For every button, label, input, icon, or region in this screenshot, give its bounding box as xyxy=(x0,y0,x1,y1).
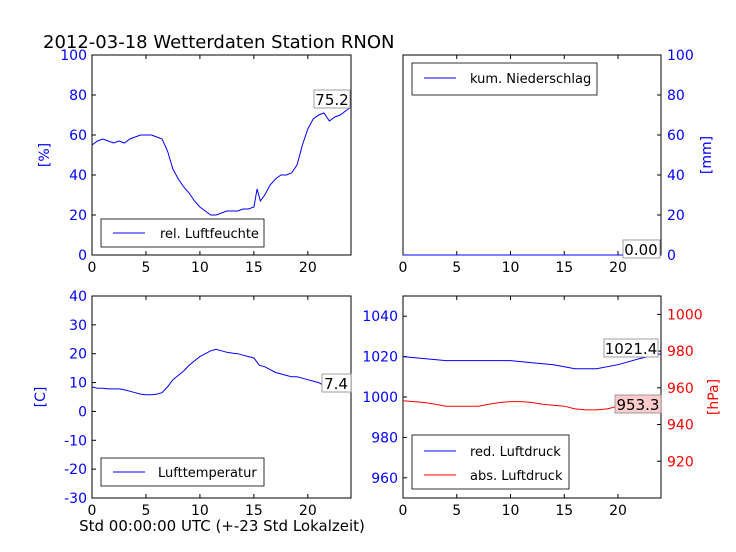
reduced-pressure-line xyxy=(402,353,662,370)
pressure-x-tick-label: 15 xyxy=(555,503,573,519)
temperature-x-tick-label: 15 xyxy=(245,503,263,519)
temperature-x-tick-label: 0 xyxy=(88,503,97,519)
humidity-y-tick-label: 40 xyxy=(69,168,87,184)
absolute-pressure-legend-label: abs. Luftdruck xyxy=(470,469,563,484)
temperature-legend-label: Lufttemperatur xyxy=(158,466,257,481)
pressure-y-tick-label: 1020 xyxy=(362,350,398,366)
precipitation-ticks: 0 5 10 15 20 0 20 40 60 80 100 xyxy=(399,48,694,276)
humidity-x-tick-label: 0 xyxy=(88,260,97,276)
precipitation-y-tick-label: 100 xyxy=(667,48,694,64)
humidity-plot-frame xyxy=(91,54,352,256)
humidity-ylabel: [%] xyxy=(37,143,53,167)
precipitation-value-box: 0.00 xyxy=(622,239,661,259)
temperature-x-tick-label: 20 xyxy=(299,503,317,519)
temperature-y-tick-label: -10 xyxy=(64,433,87,449)
precipitation-panel: 0 5 10 15 20 0 20 40 60 80 100 [mm] 0.00 kum. Nied… xyxy=(399,48,715,276)
pressure-ylabel: [hPa] xyxy=(706,379,722,415)
figure-title: 2012-03-18 Wetterdaten Station RNON xyxy=(43,32,394,53)
pressure-x-tick-label: 5 xyxy=(452,503,461,519)
temperature-value-label: 7.4 xyxy=(324,375,348,393)
pressure-legend: red. Luftdruck abs. Luftdruck xyxy=(411,434,570,490)
temperature-x-tick-label: 10 xyxy=(191,503,209,519)
absolute-pressure-value-label: 953.3 xyxy=(617,396,660,414)
temperature-y-tick-label: 30 xyxy=(69,318,87,334)
precipitation-y-tick-label: 60 xyxy=(667,128,685,144)
humidity-value-box: 75.2 xyxy=(313,89,351,109)
temperature-y-tick-label: 40 xyxy=(69,289,87,305)
precipitation-y-tick-label: 40 xyxy=(667,168,685,184)
precipitation-y-tick-label: 20 xyxy=(667,208,685,224)
pressure-panel: 0 5 10 15 20 960 980 1000 1020 1040 920 940 960 980 10… xyxy=(362,295,722,519)
precipitation-value-label: 0.00 xyxy=(624,241,657,259)
precipitation-x-tick-label: 20 xyxy=(609,260,627,276)
precipitation-x-tick-label: 0 xyxy=(399,260,408,276)
pressure-x-tick-label: 20 xyxy=(609,503,627,519)
humidity-y-tick-label: 0 xyxy=(78,248,87,264)
reduced-pressure-value-box: 1021.4 xyxy=(603,338,659,358)
pressure-y2-tick-label: 940 xyxy=(667,418,694,434)
reduced-pressure-value-label: 1021.4 xyxy=(605,340,658,358)
pressure-y2-tick-label: 1000 xyxy=(667,307,703,323)
temperature-ylabel: [C] xyxy=(33,387,49,408)
temperature-value-box: 7.4 xyxy=(321,373,352,393)
temperature-y-tick-label: -30 xyxy=(64,491,87,507)
pressure-x-tick-label: 10 xyxy=(502,503,520,519)
pressure-y-tick-label: 1040 xyxy=(362,309,398,325)
temperature-y-tick-label: -20 xyxy=(64,462,87,478)
pressure-y-tick-label: 1000 xyxy=(362,390,398,406)
pressure-ticks: 0 5 10 15 20 960 980 1000 1020 1040 920 940 960 980 10… xyxy=(362,296,703,519)
humidity-ticks: 0 5 10 15 20 0 20 40 60 80 100 xyxy=(60,48,316,276)
humidity-y-tick-label: 60 xyxy=(69,128,87,144)
temperature-y-tick-label: 10 xyxy=(69,376,87,392)
temperature-legend: Lufttemperatur xyxy=(100,457,265,487)
precipitation-ylabel: [mm] xyxy=(699,136,715,174)
humidity-y-tick-label: 20 xyxy=(69,208,87,224)
precipitation-legend: kum. Niederschlag xyxy=(411,62,598,96)
humidity-line xyxy=(91,106,352,216)
precipitation-x-tick-label: 5 xyxy=(452,260,461,276)
temperature-line xyxy=(91,348,352,396)
temperature-x-tick-label: 5 xyxy=(141,503,150,519)
precipitation-x-tick-label: 15 xyxy=(555,260,573,276)
precipitation-y-tick-label: 80 xyxy=(667,88,685,104)
pressure-y2-tick-label: 960 xyxy=(667,381,694,397)
temperature-xlabel: Std 00:00:00 UTC (+-23 Std Lokalzeit) xyxy=(79,517,365,535)
precipitation-x-tick-label: 10 xyxy=(502,260,520,276)
humidity-x-tick-label: 10 xyxy=(191,260,209,276)
temperature-ticks: 0 5 10 15 20 -30 -20 -10 0 10 20 30 40 xyxy=(64,289,317,519)
pressure-x-tick-label: 0 xyxy=(399,503,408,519)
temperature-y-tick-label: 20 xyxy=(69,347,87,363)
temperature-y-tick-label: 0 xyxy=(78,404,87,420)
humidity-x-tick-label: 20 xyxy=(299,260,317,276)
precipitation-legend-label: kum. Niederschlag xyxy=(470,72,591,87)
pressure-y2-tick-label: 980 xyxy=(667,344,694,360)
humidity-legend-label: rel. Luftfeuchte xyxy=(160,227,259,242)
temperature-panel: 0 5 10 15 20 -30 -20 -10 0 10 20 30 40 [C] Std 00:00… xyxy=(33,289,365,535)
humidity-y-tick-label: 80 xyxy=(69,88,87,104)
humidity-value-label: 75.2 xyxy=(315,91,348,109)
pressure-y2-tick-label: 920 xyxy=(667,454,694,470)
reduced-pressure-legend-label: red. Luftdruck xyxy=(470,445,561,460)
humidity-x-tick-label: 5 xyxy=(141,260,150,276)
humidity-panel: 0 5 10 15 20 0 20 40 60 80 100 [%] 75.2 rel. Luftf… xyxy=(37,48,352,276)
absolute-pressure-value-box: 953.3 xyxy=(614,394,662,414)
pressure-y-tick-label: 960 xyxy=(371,471,398,487)
temperature-plot-frame xyxy=(91,295,352,499)
humidity-legend: rel. Luftfeuchte xyxy=(100,218,265,248)
pressure-y-tick-label: 980 xyxy=(371,430,398,446)
precipitation-y-tick-label: 0 xyxy=(667,248,676,264)
humidity-x-tick-label: 15 xyxy=(245,260,263,276)
humidity-y-tick-label: 100 xyxy=(60,48,87,64)
